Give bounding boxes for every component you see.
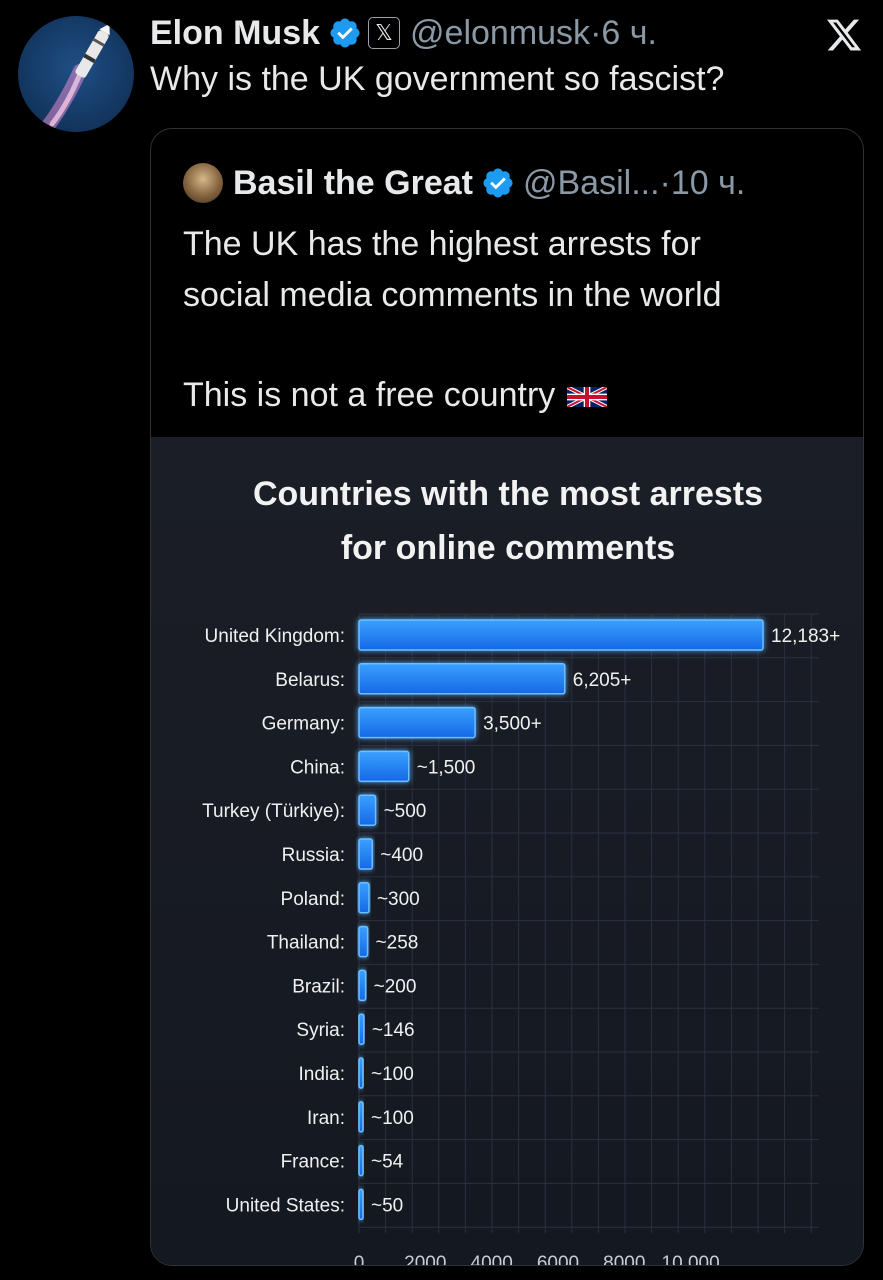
bar <box>358 619 764 651</box>
bar <box>358 1057 364 1089</box>
value-label: ~50 <box>371 1195 403 1216</box>
verified-check-icon <box>330 18 360 48</box>
category-label: United Kingdom: <box>205 626 345 647</box>
uk-flag-icon <box>567 387 608 408</box>
value-label: ~1,500 <box>417 757 476 778</box>
quote-text-line: This is not a free country <box>183 370 843 421</box>
quote-tweet-card[interactable]: Basil the Great @Basil... ·10 ч. The UK … <box>150 128 864 1266</box>
author-handle[interactable]: @elonmusk <box>410 13 591 52</box>
x-tick-label: 4000 <box>471 1253 513 1266</box>
category-label: Turkey (Türkiye): <box>202 801 345 822</box>
bar <box>358 838 374 870</box>
quote-text: The UK has the highest arrests for socia… <box>183 219 843 421</box>
category-label: Russia: <box>282 845 345 866</box>
chart-title: Countries with the most arrests for onli… <box>151 467 863 575</box>
category-label: India: <box>299 1064 345 1085</box>
quote-text-line: social media comments in the world <box>183 276 722 314</box>
value-label: 3,500+ <box>483 714 542 735</box>
verified-check-icon <box>483 168 513 198</box>
bar <box>358 969 367 1002</box>
x-tick-label: 2000 <box>404 1253 446 1266</box>
category-label: France: <box>281 1152 345 1173</box>
bar <box>358 1188 364 1221</box>
category-label: Iran: <box>307 1108 345 1129</box>
quote-author-name[interactable]: Basil the Great <box>233 163 473 202</box>
value-label: ~100 <box>371 1064 414 1085</box>
quote-header: Basil the Great @Basil... ·10 ч. <box>183 161 745 205</box>
quote-author-handle[interactable]: @Basil... <box>522 163 660 202</box>
author-name[interactable]: Elon Musk <box>150 13 321 52</box>
bar <box>358 925 369 958</box>
value-label: ~300 <box>377 889 420 910</box>
category-label: Brazil: <box>292 976 345 997</box>
value-label: ~258 <box>376 933 419 954</box>
x-tick-label: 6000 <box>537 1253 579 1266</box>
category-label: Poland: <box>281 889 345 910</box>
value-label: ~500 <box>384 801 427 822</box>
category-label: United States: <box>226 1195 345 1216</box>
bar <box>358 1013 365 1045</box>
bar <box>358 663 566 695</box>
value-label: ~100 <box>371 1108 414 1129</box>
category-label: Belarus: <box>275 670 345 691</box>
quote-text-line: The UK has the highest arrests for <box>183 225 701 263</box>
x-tick-label: 10,000 <box>662 1253 720 1266</box>
value-label: ~400 <box>380 845 423 866</box>
category-label: Germany: <box>262 714 345 735</box>
tweet-text: Why is the UK government so fascist? <box>150 60 725 98</box>
value-label: ~146 <box>372 1020 415 1041</box>
x-tick-label: 8000 <box>603 1253 645 1266</box>
value-label: 12,183+ <box>771 626 840 647</box>
tweet-time[interactable]: ·6 ч. <box>590 13 657 52</box>
quote-avatar[interactable] <box>183 163 223 203</box>
value-label: ~200 <box>374 976 417 997</box>
category-label: China: <box>290 757 345 778</box>
value-label: ~54 <box>371 1152 404 1173</box>
x-tick-label: 0 <box>354 1253 365 1266</box>
x-logo-icon[interactable] <box>825 16 863 54</box>
bar <box>358 1101 364 1133</box>
quote-time[interactable]: ·10 ч. <box>659 163 746 202</box>
x-affiliation-badge: 𝕏 <box>368 17 401 49</box>
tweet-header: Elon Musk 𝕏 @elonmusk ·6 ч. <box>150 10 657 56</box>
bar <box>358 750 410 783</box>
bar <box>358 1144 364 1177</box>
author-avatar[interactable] <box>18 16 134 132</box>
bar-chart: United Kingdom: 12,183+ Belarus: 6,205+ Germ… <box>202 613 840 1266</box>
bar <box>358 882 370 914</box>
chart-title-line: for online comments <box>340 529 676 567</box>
chart-title-line: Countries with the most arrests <box>252 475 764 513</box>
bar <box>358 706 476 739</box>
chart-image[interactable]: Countries with the most arrests for onli… <box>151 437 863 1266</box>
category-label: Syria: <box>296 1020 345 1041</box>
category-label: Thailand: <box>267 933 345 954</box>
rocket-icon <box>41 23 110 132</box>
value-label: 6,205+ <box>573 670 632 691</box>
bar <box>358 794 377 826</box>
